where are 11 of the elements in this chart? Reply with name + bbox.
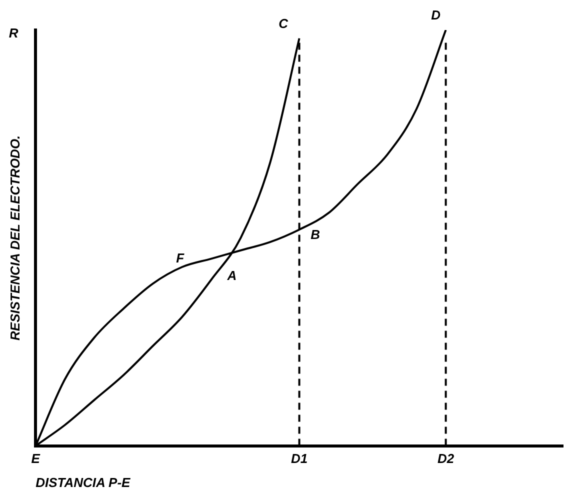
x-tick-label: D1 bbox=[290, 451, 308, 466]
annotation: A bbox=[226, 268, 237, 283]
text: D bbox=[431, 8, 442, 23]
y-axis-title: RESISTENCIA DEL ELECTRODO. bbox=[7, 135, 22, 340]
x-tick-label: D2 bbox=[437, 451, 455, 466]
annotation: F bbox=[176, 250, 186, 266]
annotation: B bbox=[310, 227, 320, 242]
x-tick-label: E bbox=[31, 451, 40, 466]
text: R bbox=[8, 26, 19, 41]
x-axis-title: DISTANCIA P-E bbox=[36, 474, 131, 490]
annotation: C bbox=[278, 16, 289, 31]
